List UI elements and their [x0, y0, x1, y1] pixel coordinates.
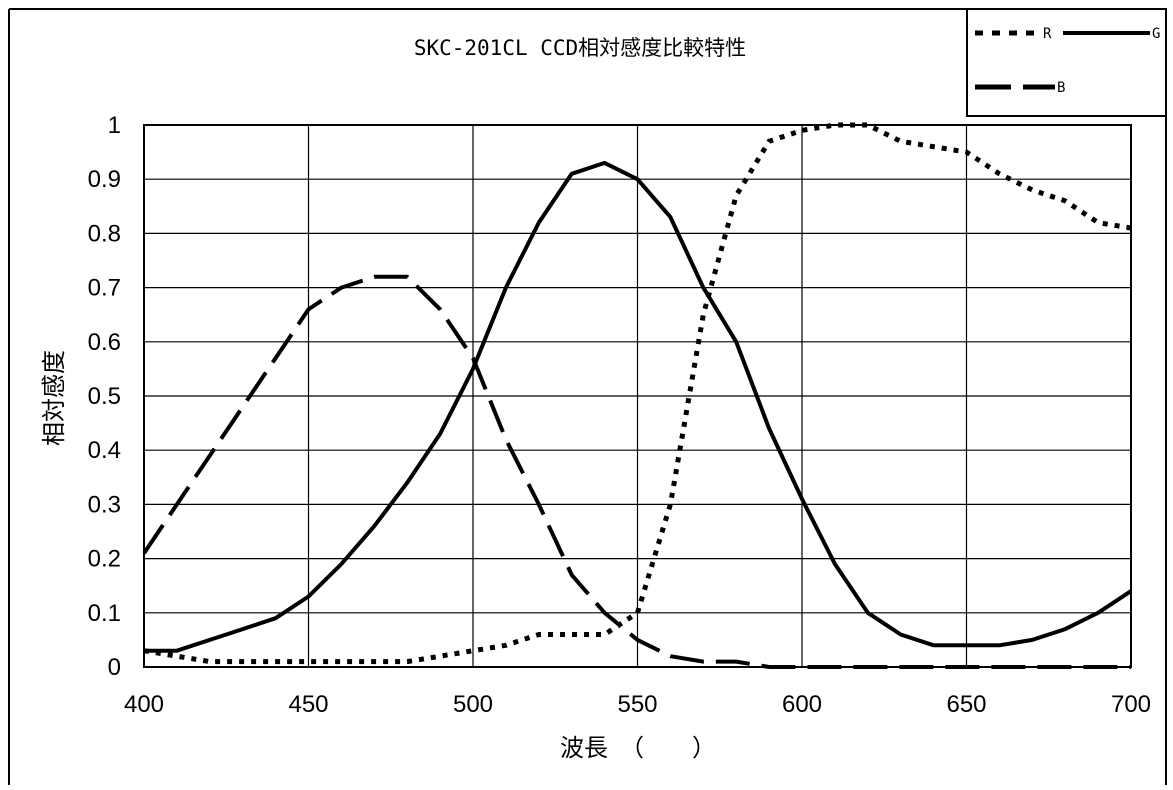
series-layer [142, 122, 1133, 669]
x-tick-label-5: 650 [946, 691, 986, 718]
x-tick-label-3: 550 [617, 691, 657, 718]
legend-label-r: R [1043, 26, 1052, 42]
y-tick-label-9: 0.9 [88, 166, 121, 193]
y-tick-labels: 0 0.1 0.2 0.3 0.4 0.5 0.6 0.7 0.8 0.9 1 [88, 112, 121, 681]
y-tick-label-1: 0.1 [88, 600, 121, 627]
x-tick-label-0: 400 [124, 691, 164, 718]
y-tick-label-3: 0.3 [88, 491, 121, 518]
y-tick-label-2: 0.2 [88, 546, 121, 573]
x-tick-labels: 400 450 500 550 600 650 700 [124, 691, 1151, 718]
y-tick-label-7: 0.7 [88, 275, 121, 302]
y-axis-label: 相対感度 [40, 350, 68, 446]
legend-label-b: B [1057, 80, 1065, 96]
legend-label-g: G [1152, 26, 1160, 42]
y-tick-label-8: 0.8 [88, 220, 121, 247]
x-axis-label: 波長 （ ） [560, 734, 716, 762]
y-tick-label-0: 0 [108, 654, 121, 681]
plot-area-border [143, 124, 1132, 668]
x-tick-label-4: 600 [782, 691, 822, 718]
y-tick-label-6: 0.6 [88, 329, 121, 356]
legend-box [966, 8, 1167, 117]
y-tick-label-5: 0.5 [88, 383, 121, 410]
series-line-g [144, 160, 1133, 653]
series-line-r [143, 122, 1132, 665]
y-tick-label-10: 1 [108, 112, 121, 139]
chart-title: SKC-201CL CCD相対感度比較特性 [414, 36, 746, 60]
y-tick-label-4: 0.4 [88, 437, 121, 464]
x-tick-label-2: 500 [453, 691, 493, 718]
x-tick-label-6: 700 [1111, 691, 1151, 718]
grid-layer [143, 124, 1132, 668]
x-tick-label-1: 450 [288, 691, 328, 718]
legend: R G B [966, 8, 1167, 117]
series-line-b [142, 274, 1131, 669]
